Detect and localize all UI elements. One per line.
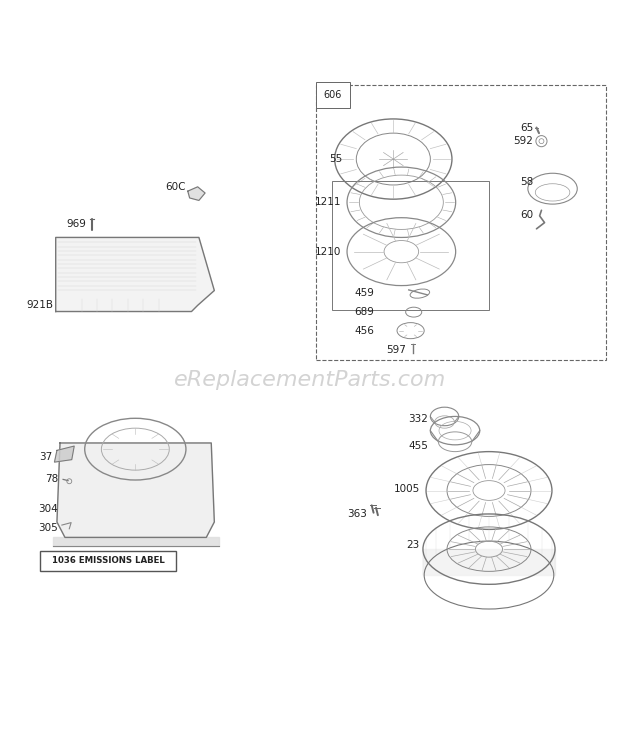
Text: 60: 60 [520,210,533,219]
Text: 363: 363 [348,509,368,519]
Text: 23: 23 [407,540,420,550]
Text: eReplacementParts.com: eReplacementParts.com [174,370,446,390]
Text: 1005: 1005 [394,484,420,494]
Polygon shape [56,237,215,312]
Text: 1211: 1211 [314,197,341,208]
Text: 1210: 1210 [314,247,341,257]
Text: 37: 37 [39,452,52,462]
Polygon shape [423,549,555,575]
Text: 689: 689 [354,307,374,317]
Text: 60C: 60C [165,182,185,192]
Text: 304: 304 [38,504,58,514]
Text: 1036 EMISSIONS LABEL: 1036 EMISSIONS LABEL [52,557,164,565]
Text: 58: 58 [520,177,533,187]
Polygon shape [55,446,74,462]
Text: 55: 55 [329,154,343,164]
Text: 597: 597 [386,345,405,356]
Text: 456: 456 [354,326,374,336]
Text: 921B: 921B [27,301,54,310]
Text: 305: 305 [38,522,58,533]
Text: 65: 65 [520,123,533,132]
Text: 459: 459 [354,288,374,298]
Bar [316,85,606,359]
Polygon shape [188,187,205,200]
Text: 78: 78 [45,475,58,484]
Text: 969: 969 [67,219,87,229]
Text: 332: 332 [409,414,428,424]
Text: 455: 455 [409,441,428,451]
Polygon shape [57,443,215,537]
Bar [332,181,489,310]
Text: 606: 606 [324,90,342,100]
Text: 592: 592 [513,136,533,146]
Polygon shape [53,537,219,546]
Bar [40,551,176,571]
